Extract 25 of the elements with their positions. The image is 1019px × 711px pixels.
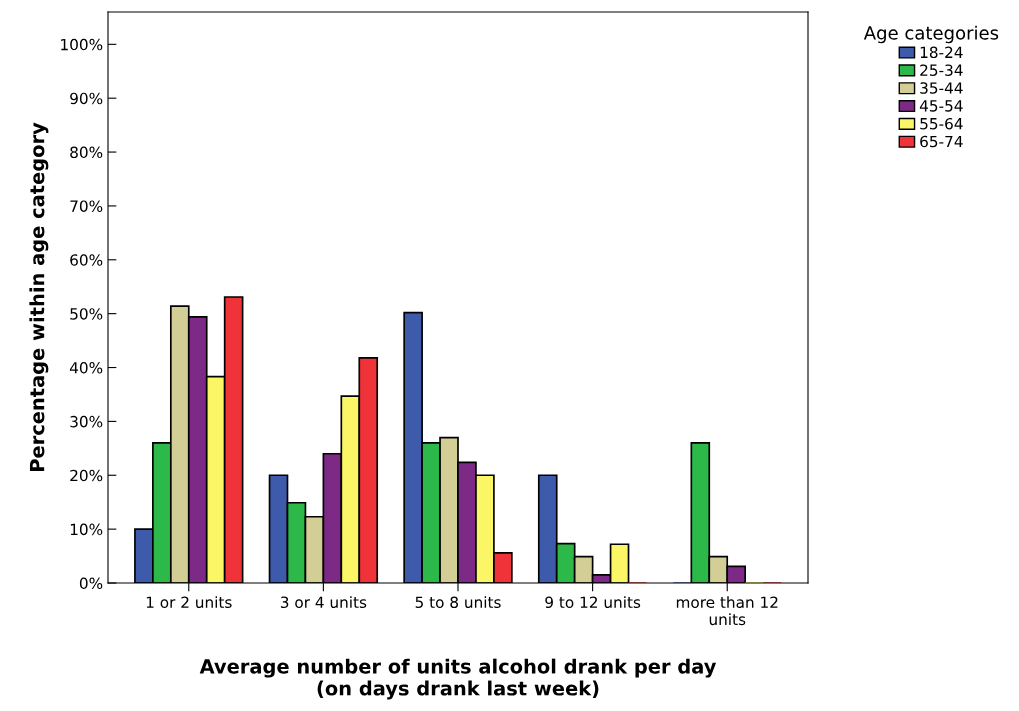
legend-label: 35-44	[920, 82, 963, 94]
y-tick-label: 100%	[61, 38, 103, 51]
y-tick-label: 60%	[70, 254, 103, 266]
y-axis-title: Percentage within age category	[29, 122, 49, 472]
x-axis-title: Average number of units alcohol drank per day (on days drank last week)	[199, 658, 717, 700]
x-tick-label: 3 or 4 units	[280, 596, 367, 609]
y-tick-label: 90%	[70, 92, 103, 105]
legend-label: 45-54	[919, 100, 963, 112]
y-tick-label: 50%	[70, 308, 103, 320]
legend-label: 18-24	[920, 46, 963, 59]
x-tick-label: 5 to 8 units	[415, 596, 501, 609]
x-tick-label: 1 or 2 units	[146, 596, 232, 609]
x-tick-label: more than 12 units	[676, 596, 778, 626]
y-tick-label: 10%	[70, 523, 103, 536]
legend-label: 55-64	[920, 117, 963, 130]
y-tick-label: 40%	[69, 361, 103, 374]
y-tick-label: 30%	[70, 415, 103, 428]
y-tick-label: 20%	[70, 469, 103, 482]
legend-title: Age categories	[863, 25, 999, 44]
legend-label: 65-74	[920, 135, 963, 148]
y-tick-label: 80%	[70, 146, 103, 159]
legend-label: 25-34	[920, 64, 963, 76]
y-tick-label: 70%	[70, 200, 103, 212]
y-tick-label: 0%	[79, 577, 103, 590]
x-tick-label: 9 to 12 units	[545, 596, 641, 609]
